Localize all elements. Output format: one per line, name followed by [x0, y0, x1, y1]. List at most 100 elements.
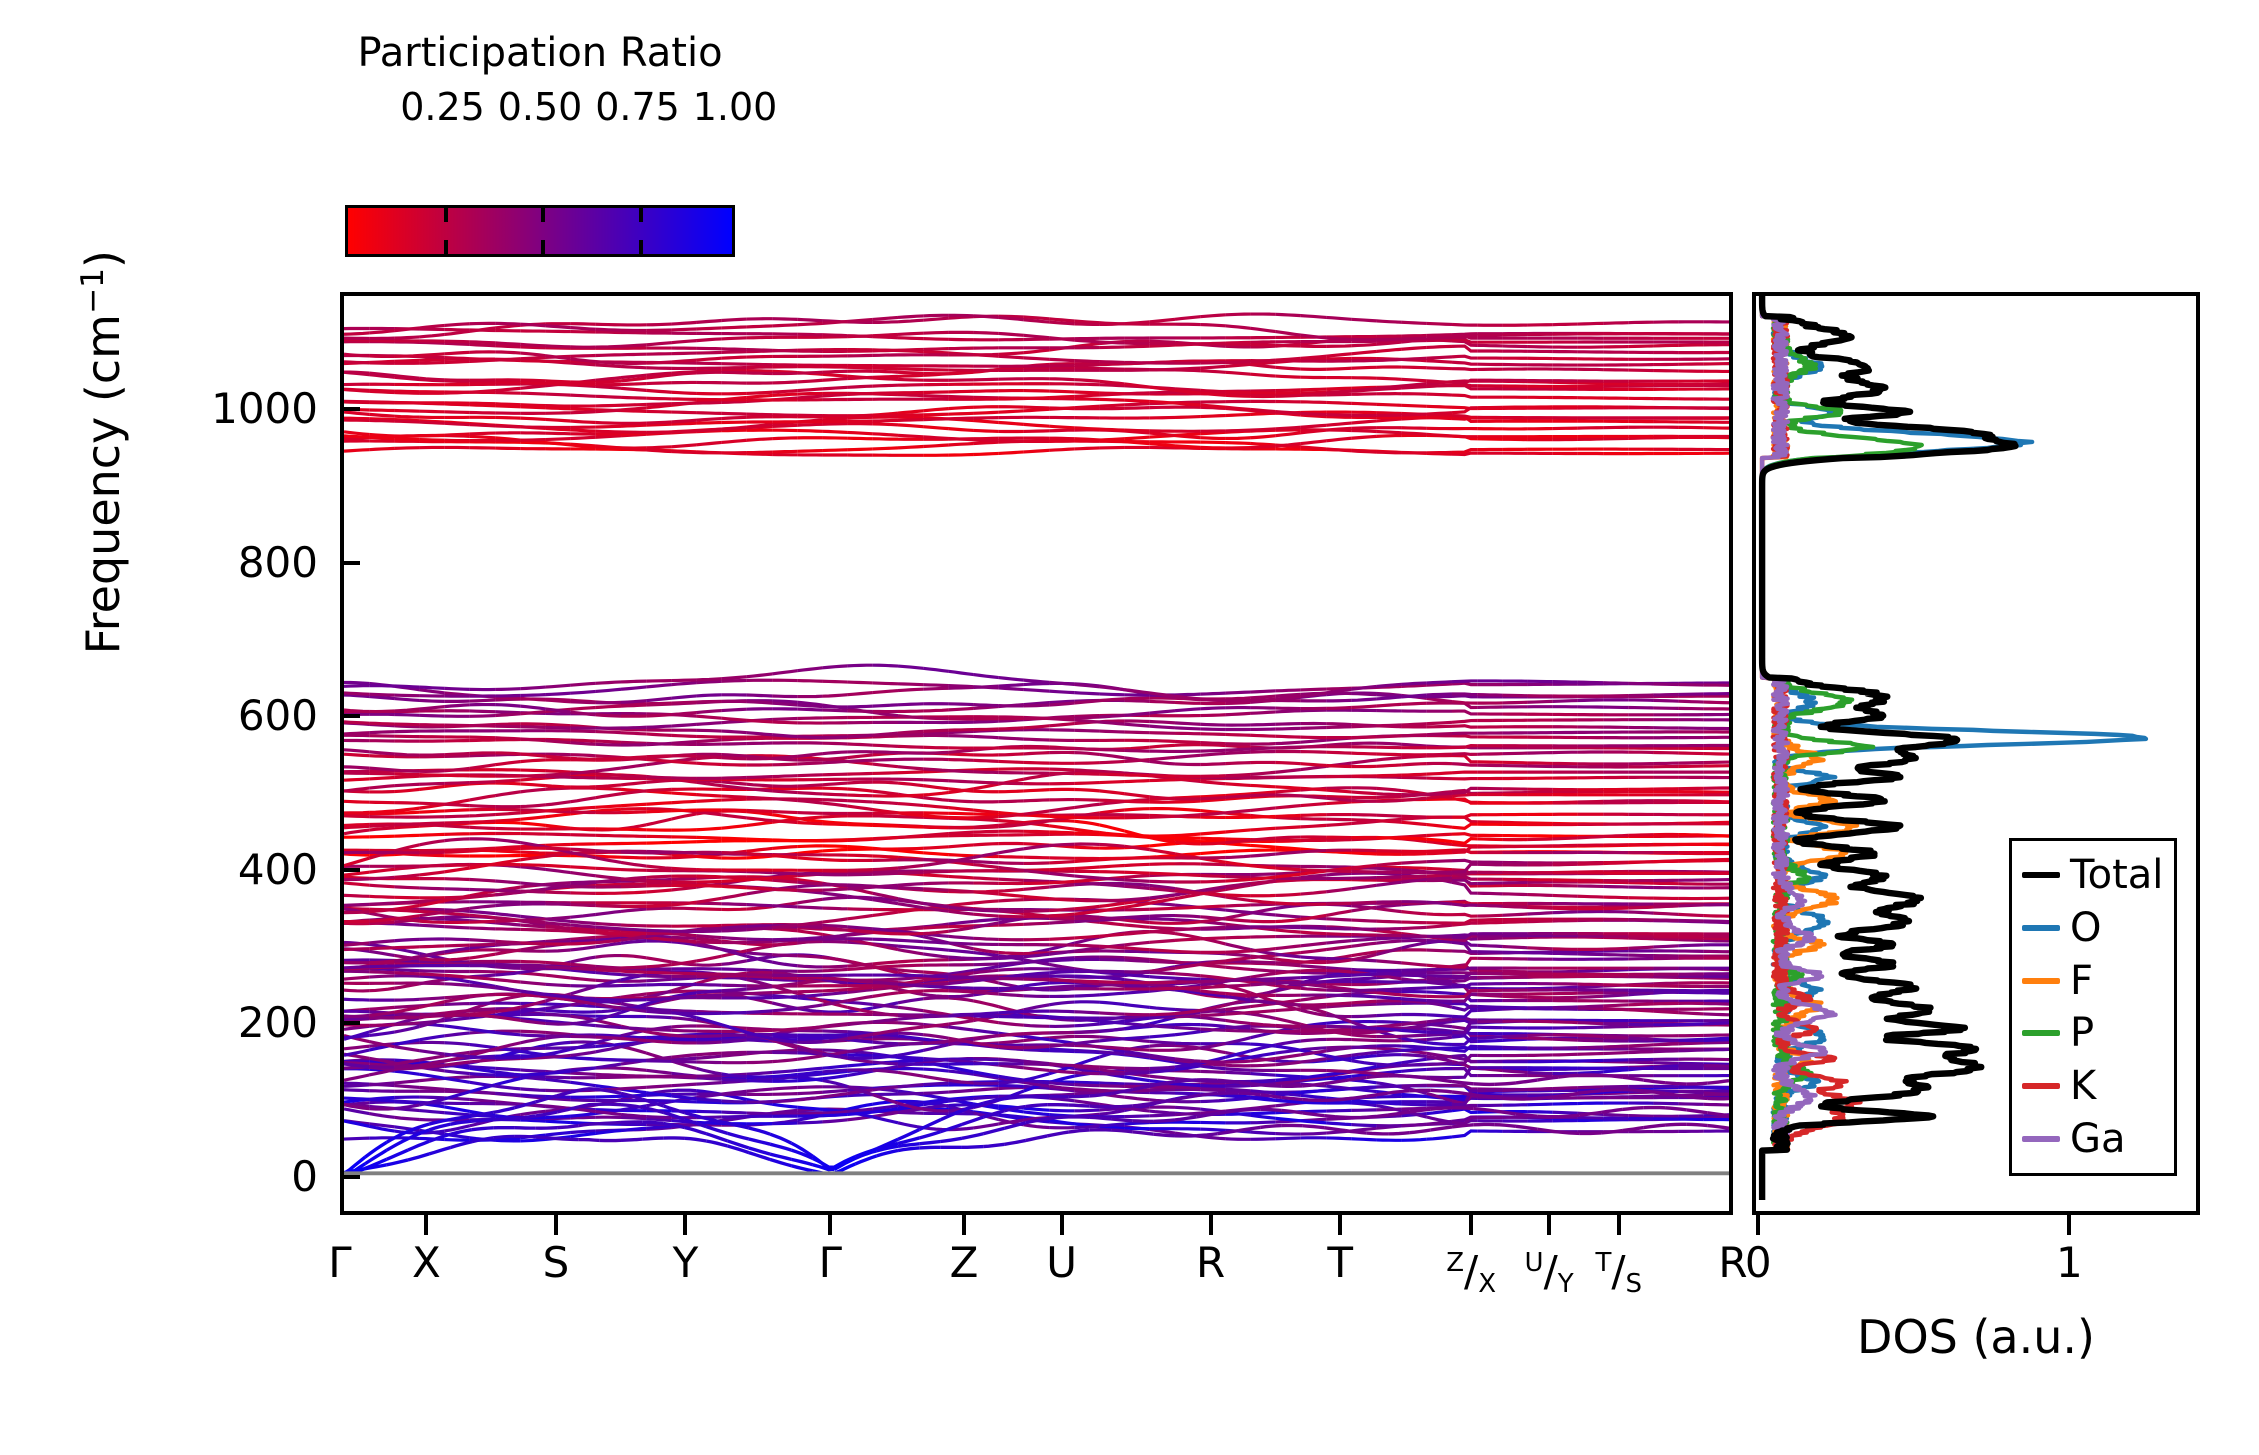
- colorbar-tick-1.00: 1.00: [692, 85, 778, 129]
- x-tick-mark-9: [1469, 1215, 1474, 1235]
- legend-swatch-f: [2022, 977, 2060, 984]
- x-tick-label-12: R: [1718, 1238, 1748, 1287]
- participation-ratio-colorbar: [345, 205, 735, 257]
- y-tick-mark-200: [340, 1021, 360, 1026]
- fraction-denominator: S: [1625, 1268, 1643, 1299]
- legend-label-p: P: [2070, 1010, 2095, 1057]
- x-tick-mark-2: [553, 1215, 558, 1235]
- acoustic-branch: [344, 1073, 1729, 1175]
- phonon-band: [344, 837, 1729, 875]
- fraction-denominator: Y: [1557, 1268, 1574, 1299]
- phonon-band: [344, 963, 1729, 985]
- y-tick-mark-400: [340, 867, 360, 872]
- fraction-label: U/Y: [1525, 1238, 1574, 1309]
- phonon-band: [344, 733, 1729, 747]
- x-tick-label-1: X: [411, 1238, 441, 1287]
- phonon-band: [344, 874, 1729, 903]
- legend-label-f: F: [2070, 957, 2094, 1004]
- legend-label-o: O: [2070, 904, 2102, 951]
- fraction-label: Z/X: [1446, 1238, 1496, 1309]
- x-tick-mark-10: [1547, 1215, 1552, 1235]
- phonon-band: [344, 807, 1729, 830]
- x-tick-label-6: U: [1046, 1238, 1077, 1287]
- colorbar-tick-labels: 0.25 0.50 0.75 1.00: [345, 85, 777, 131]
- x-tick-mark-6: [1059, 1215, 1064, 1235]
- colorbar-separator: [638, 208, 643, 254]
- legend-entry-f: F: [2022, 958, 2164, 1004]
- legend-entry-total: Total: [2022, 852, 2164, 898]
- y-tick-label-800: 800: [237, 537, 318, 587]
- legend-swatch-p: [2022, 1030, 2060, 1037]
- legend-entry-k: K: [2022, 1063, 2164, 1109]
- dos-x-axis-label: DOS (a.u.): [1857, 1310, 2095, 1364]
- phonon-band: [344, 807, 1729, 820]
- fraction-numerator: Z: [1446, 1248, 1465, 1278]
- acoustic-branch: [344, 1088, 1729, 1176]
- phonon-band: [344, 957, 1729, 973]
- phonon-band: [344, 767, 1729, 780]
- band-structure-plot: [344, 296, 1729, 1211]
- dos-x-tick-mark-1: [2067, 1215, 2072, 1235]
- x-tick-label-7: R: [1196, 1238, 1226, 1287]
- dos-legend: Total O F P K Ga: [2009, 838, 2177, 1176]
- phonon-band: [344, 699, 1729, 721]
- dos-curve-ga: [1759, 296, 1838, 1202]
- x-tick-mark-5: [962, 1215, 967, 1235]
- legend-label-k: K: [2070, 1062, 2097, 1109]
- dos-plot: [1758, 296, 2149, 1203]
- y-tick-label-1000: 1000: [211, 384, 318, 433]
- phonon-band: [344, 330, 1729, 349]
- x-tick-label-5: Z: [949, 1238, 979, 1287]
- colorbar-tick-0.50: 0.50: [497, 85, 583, 129]
- x-tick-label-8: T: [1327, 1238, 1353, 1287]
- fraction-numerator: T: [1595, 1248, 1612, 1278]
- dos-curve-total: [1758, 296, 2019, 1203]
- colorbar-tick-0.75: 0.75: [595, 85, 680, 129]
- phonon-band: [344, 737, 1729, 754]
- phonon-band: [344, 846, 1729, 866]
- fraction-slash: /: [1464, 1246, 1479, 1296]
- y-tick-mark-800: [340, 560, 360, 565]
- fraction-slash: /: [1611, 1246, 1626, 1296]
- x-tick-label-3: Y: [672, 1238, 699, 1287]
- x-tick-mark-7: [1208, 1215, 1213, 1235]
- y-axis-tick-labels: 0 200 400 600 800 1000: [0, 0, 318, 1455]
- legend-swatch-k: [2022, 1082, 2060, 1089]
- x-tick-mark-4: [828, 1215, 833, 1235]
- legend-swatch-o: [2022, 924, 2060, 931]
- x-tick-label-11: T/S: [1595, 1238, 1642, 1309]
- fraction-denominator: X: [1478, 1268, 1497, 1299]
- colorbar-tick-0.25: 0.25: [400, 85, 485, 129]
- legend-label-ga: Ga: [2070, 1115, 2126, 1162]
- x-tick-mark-8: [1338, 1215, 1343, 1235]
- y-tick-label-600: 600: [237, 691, 318, 741]
- x-tick-mark-3: [683, 1215, 688, 1235]
- phonon-band: [344, 312, 1729, 336]
- y-tick-mark-0: [340, 1175, 360, 1179]
- colorbar-title: Participation Ratio: [357, 30, 723, 76]
- fraction-slash: /: [1543, 1246, 1558, 1296]
- fraction-label: T/S: [1595, 1238, 1642, 1309]
- x-tick-label-0: Γ: [328, 1238, 352, 1287]
- dos-x-tick-label-0: 0: [1744, 1238, 1772, 1287]
- x-tick-label-2: S: [542, 1238, 570, 1287]
- legend-swatch-ga: [2022, 1135, 2060, 1142]
- phonon-band: [344, 663, 1729, 703]
- y-tick-label-200: 200: [237, 998, 318, 1048]
- legend-swatch-total: [2022, 872, 2060, 879]
- fraction-numerator: U: [1524, 1248, 1544, 1278]
- legend-label-total: Total: [2070, 852, 2164, 899]
- colorbar-separator: [541, 208, 545, 254]
- acoustic-branch: [344, 1105, 1729, 1176]
- legend-entry-p: P: [2022, 1010, 2164, 1056]
- dos-x-tick-label-1: 1: [2055, 1238, 2083, 1287]
- y-tick-label-400: 400: [237, 844, 318, 894]
- x-tick-label-4: Γ: [818, 1238, 843, 1287]
- phonon-band: [344, 870, 1729, 898]
- x-tick-label-10: U/Y: [1525, 1238, 1574, 1309]
- phonon-band: [344, 391, 1729, 418]
- y-tick-mark-600: [340, 714, 360, 719]
- x-tick-label-9: Z/X: [1446, 1238, 1496, 1309]
- phonon-band-structure-axes: [340, 292, 1733, 1215]
- legend-entry-o: O: [2022, 905, 2164, 951]
